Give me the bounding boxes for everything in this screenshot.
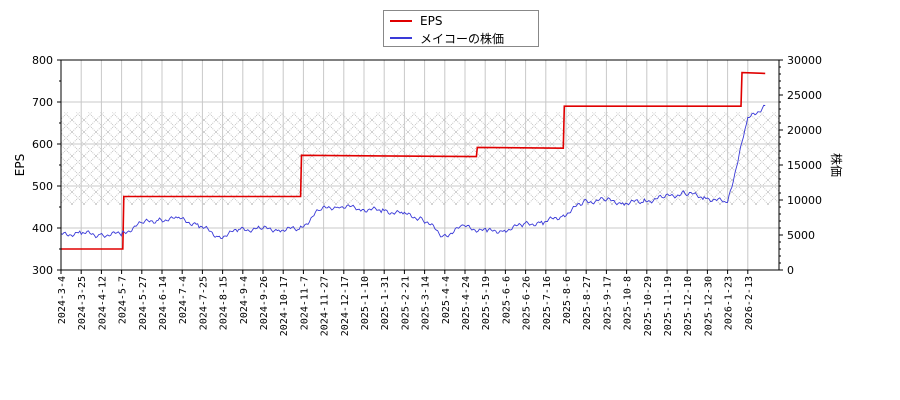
x-tick-label: 2024-10-17 — [279, 276, 290, 336]
x-tick-label: 2025-6-26 — [522, 276, 533, 330]
legend-item-stock-price: メイコーの株価 — [390, 30, 504, 46]
x-tick-label: 2024-3-4 — [57, 276, 68, 324]
x-tick-label: 2024-11-7 — [299, 276, 310, 330]
left-tick-label: 500 — [32, 180, 53, 193]
right-tick-label: 5000 — [787, 229, 815, 242]
x-tick-label: 2024-5-7 — [118, 276, 129, 324]
right-axis: 30000 25000 20000 15000 10000 5000 0 — [779, 54, 822, 277]
x-tick-label: 2024-7-25 — [198, 276, 209, 330]
x-tick-label: 2025-4-24 — [461, 276, 472, 330]
x-tick-label: 2024-9-26 — [259, 276, 270, 330]
right-tick-label: 25000 — [787, 89, 822, 102]
x-tick-label: 2025-1-10 — [360, 276, 371, 330]
left-tick-label: 400 — [32, 222, 53, 235]
x-tick-label: 2025-1-31 — [380, 276, 391, 330]
x-tick-label: 2025-12-30 — [703, 276, 714, 336]
x-tick-label: 2024-3-25 — [77, 276, 88, 330]
x-tick-label: 2024-9-4 — [239, 276, 250, 324]
eps-line-swatch-icon — [390, 20, 412, 22]
right-tick-label: 0 — [787, 264, 794, 277]
x-axis: 2024-3-4 2024-3-25 2024-4-12 2024-5-7 2024-5… — [57, 270, 755, 336]
x-tick-label: 2025-9-17 — [602, 276, 613, 330]
x-tick-label: 2025-3-14 — [421, 276, 432, 330]
right-tick-label: 10000 — [787, 194, 822, 207]
x-tick-label: 2024-5-27 — [138, 276, 149, 330]
left-axis-title: EPS — [13, 154, 27, 176]
x-tick-label: 2025-8-6 — [562, 276, 573, 324]
right-tick-label: 15000 — [787, 159, 822, 172]
legend-item-eps: EPS — [390, 13, 442, 29]
x-tick-label: 2025-2-21 — [400, 276, 411, 330]
legend-label-stock-price: メイコーの株価 — [420, 31, 505, 46]
plot-area — [60, 59, 780, 271]
x-tick-label: 2024-11-27 — [320, 276, 331, 336]
x-tick-label: 2025-12-10 — [683, 276, 694, 336]
left-tick-label: 700 — [32, 96, 53, 109]
x-tick-label: 2025-10-29 — [643, 276, 654, 336]
legend: EPS メイコーの株価 — [383, 10, 539, 47]
stock-price-line — [60, 104, 766, 239]
x-tick-label: 2024-4-12 — [97, 276, 108, 330]
right-axis-title: 株価 — [829, 153, 844, 177]
x-tick-label: 2026-1-23 — [724, 276, 735, 330]
x-tick-label: 2025-4-4 — [441, 276, 452, 324]
x-tick-label: 2025-11-19 — [663, 276, 674, 336]
left-tick-label: 800 — [32, 54, 53, 67]
x-tick-label: 2025-10-8 — [623, 276, 634, 330]
stock-line-swatch-icon — [390, 37, 412, 39]
x-tick-label: 2025-6-6 — [501, 276, 512, 324]
shaded-band — [61, 112, 779, 205]
left-tick-label: 600 — [32, 138, 53, 151]
x-tick-label: 2024-7-4 — [178, 276, 189, 324]
left-tick-label: 300 — [32, 264, 53, 277]
left-axis: 800 700 600 500 400 300 — [32, 54, 61, 277]
x-tick-label: 2024-6-14 — [158, 276, 169, 330]
x-tick-label: 2025-8-27 — [582, 276, 593, 330]
eps-line — [61, 71, 766, 250]
x-tick-label: 2026-2-13 — [744, 276, 755, 330]
right-tick-label: 20000 — [787, 124, 822, 137]
x-tick-label: 2025-7-16 — [542, 276, 553, 330]
x-tick-label: 2024-8-15 — [219, 276, 230, 330]
x-tick-label: 2024-12-17 — [340, 276, 351, 336]
right-tick-label: 30000 — [787, 54, 822, 67]
x-tick-label: 2025-5-19 — [481, 276, 492, 330]
legend-label-eps: EPS — [420, 14, 443, 28]
